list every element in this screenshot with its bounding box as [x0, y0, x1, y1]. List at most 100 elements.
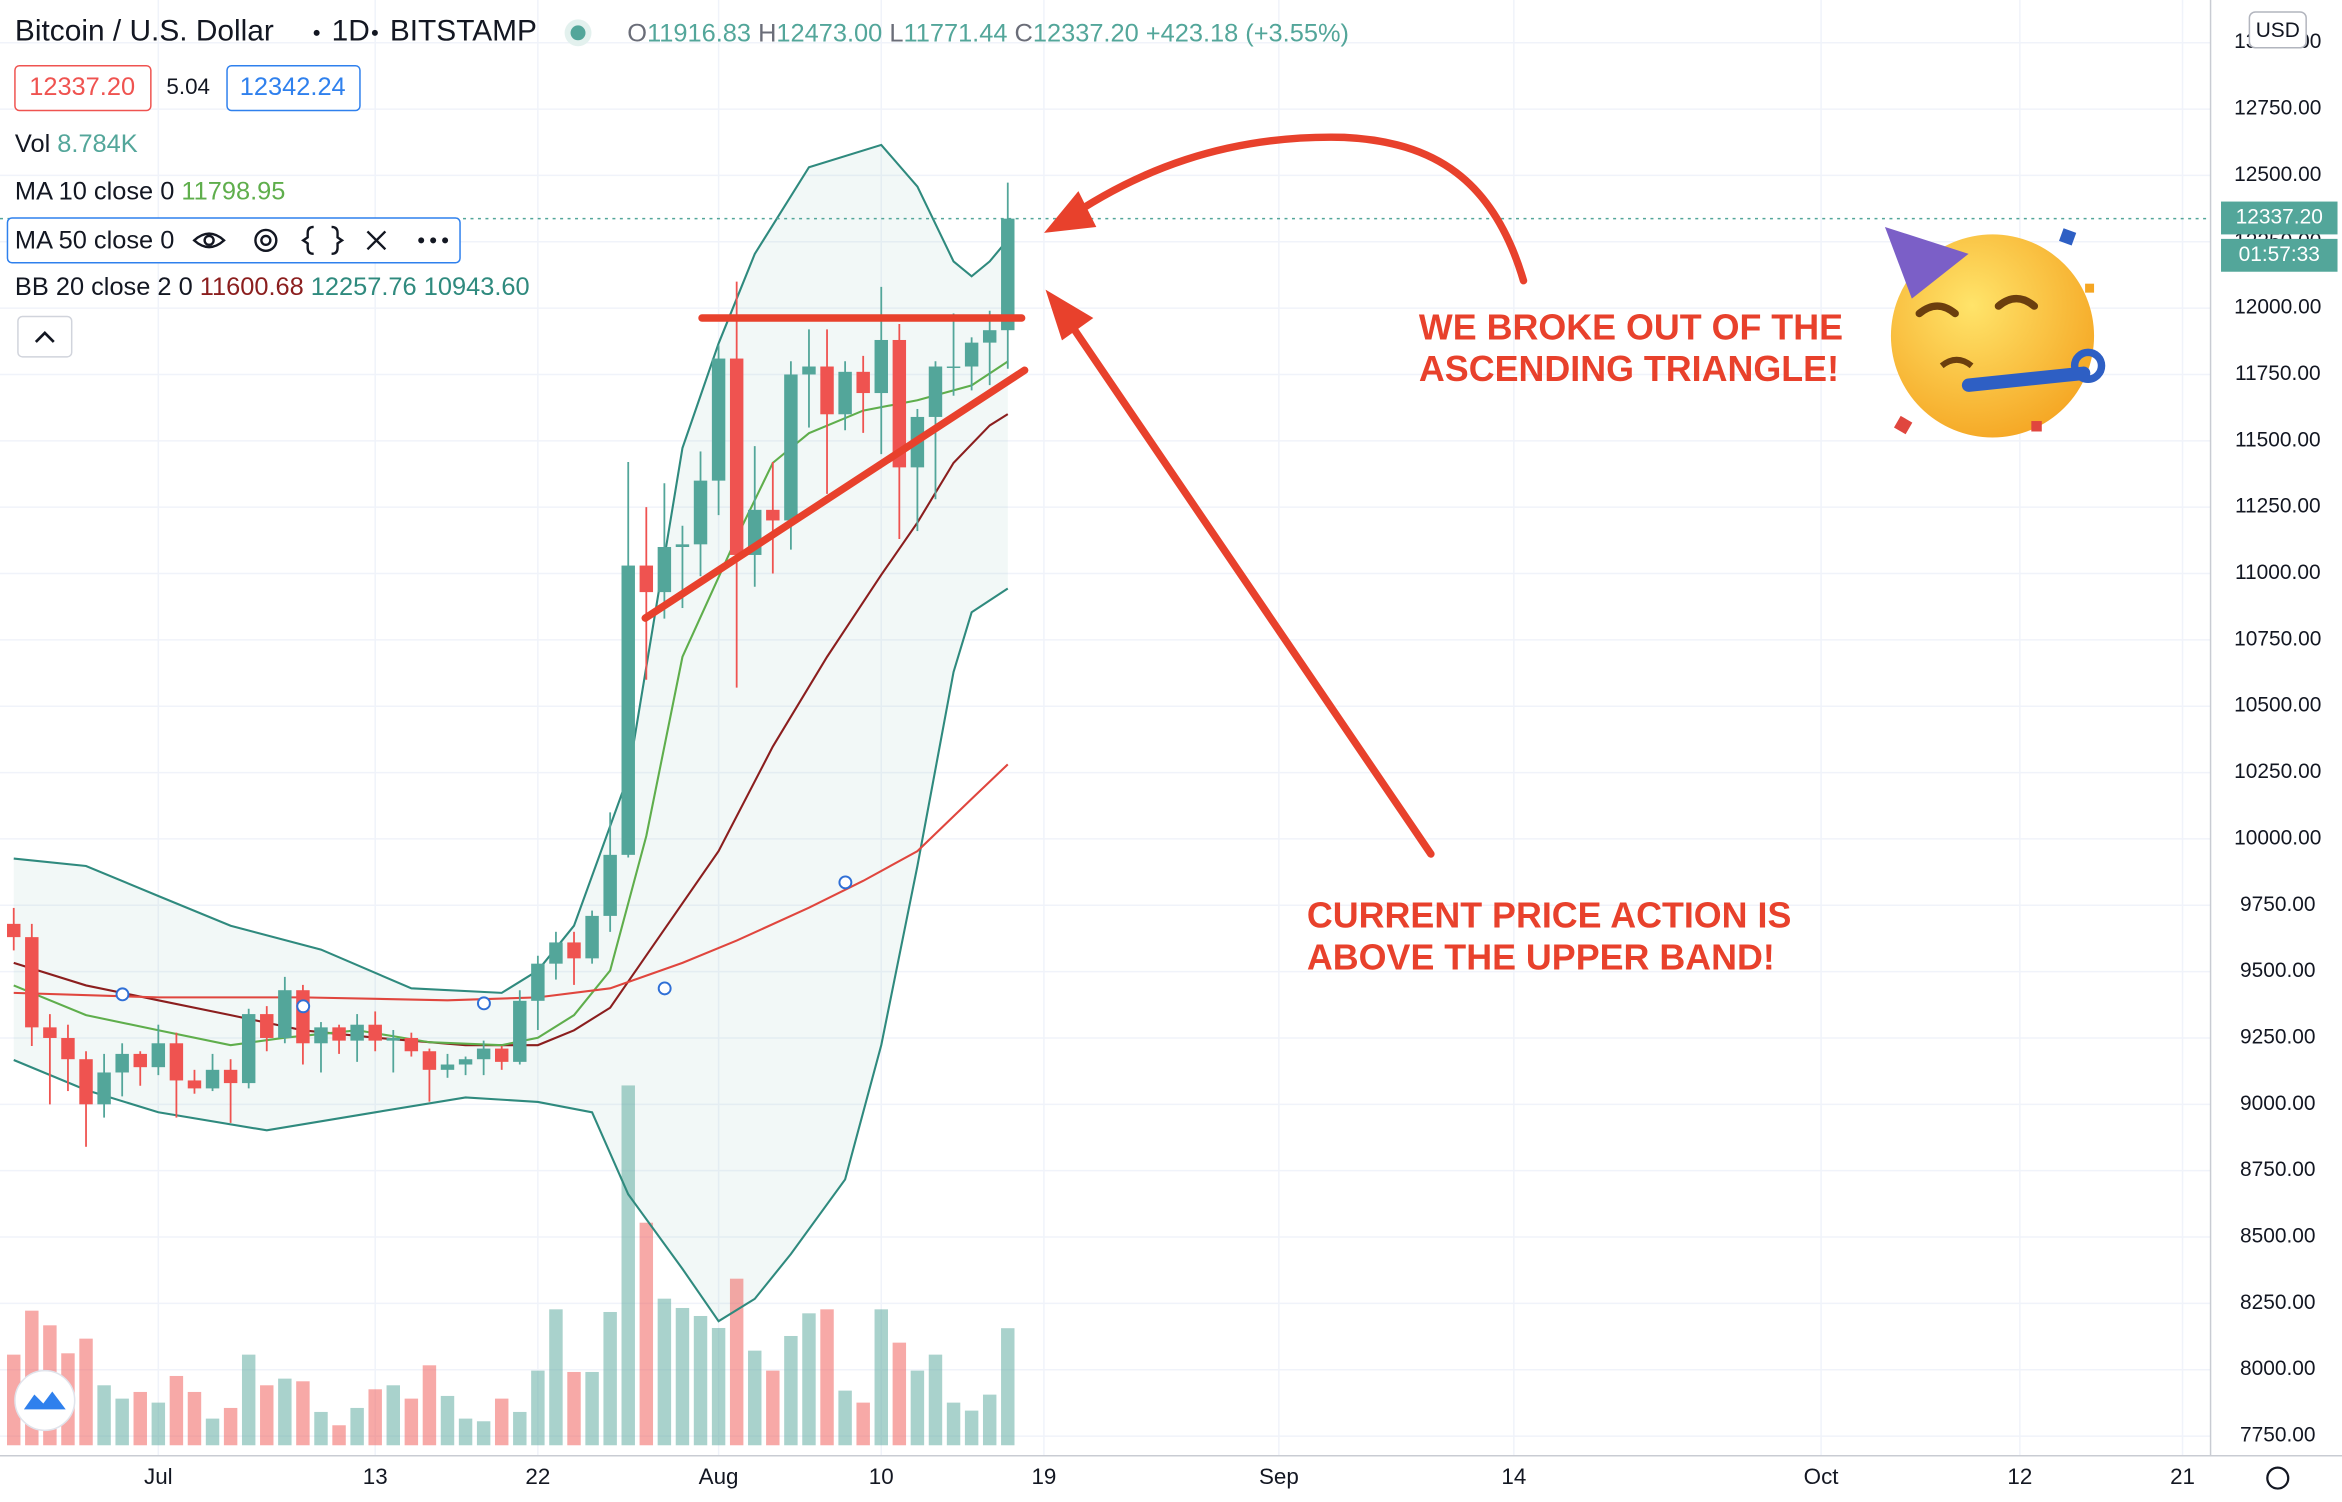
separator	[313, 29, 320, 36]
volume-bar	[241, 1354, 256, 1446]
x-tick-label: 14	[1501, 1464, 1526, 1489]
settings-button[interactable]	[2266, 1466, 2290, 1490]
volume-bar	[458, 1418, 473, 1446]
y-tick-label: 7750.00	[2240, 1424, 2316, 1447]
countdown: 01:57:33	[2239, 243, 2320, 266]
volume-bar	[531, 1370, 545, 1446]
candle-body	[729, 358, 744, 555]
indicator-name: MA 10 close 0	[15, 177, 174, 205]
last-price: 12337.20	[2236, 206, 2323, 229]
marker	[296, 999, 311, 1014]
y-tick-label: 10500.00	[2234, 694, 2321, 717]
buy-button[interactable]	[226, 64, 361, 112]
indicator-value: 8.784K	[57, 130, 138, 158]
eye-icon[interactable]	[192, 232, 226, 249]
y-tick-label: 9500.00	[2240, 959, 2316, 982]
y-tick-label: 12500.00	[2234, 163, 2321, 186]
volume-bar	[784, 1335, 798, 1446]
volume-bar	[964, 1410, 979, 1446]
candle-body	[43, 1027, 57, 1038]
volume-bar	[296, 1381, 310, 1446]
arrowhead	[1044, 191, 1097, 233]
annotation: WE BROKE OUT OF THE	[1419, 307, 1843, 347]
volume-bar	[332, 1425, 346, 1446]
candle-body	[386, 1037, 400, 1041]
candle-body	[350, 1024, 364, 1041]
candle-body	[133, 1053, 147, 1068]
candle-body	[820, 366, 834, 415]
marker	[838, 875, 853, 890]
volume-bar	[585, 1371, 599, 1446]
annotation: ASCENDING TRIANGLE!	[1419, 349, 1839, 389]
candle-body	[531, 963, 545, 1001]
volume-bar	[404, 1398, 419, 1446]
ohlc-letter: O	[627, 19, 647, 47]
countdown-badge	[2221, 238, 2338, 272]
currency-button[interactable]	[2248, 11, 2307, 49]
x-tick-label: Oct	[1804, 1464, 1840, 1489]
volume-bar	[260, 1385, 274, 1446]
candle-body	[476, 1048, 491, 1060]
volume-bar	[169, 1375, 184, 1446]
more-icon[interactable]	[418, 237, 449, 244]
candle-body	[7, 923, 21, 938]
volume-bar	[729, 1278, 744, 1446]
settings-icon[interactable]	[254, 228, 278, 253]
candle-body	[567, 942, 581, 959]
volume-bar	[639, 1222, 654, 1446]
volume-bar	[856, 1402, 870, 1446]
time-axis-panel	[0, 1455, 2342, 1502]
volume-bar	[910, 1370, 925, 1446]
candle-body	[422, 1051, 437, 1070]
candle-body	[61, 1037, 75, 1060]
indicator-name: Vol	[15, 130, 50, 158]
y-tick-label: 10750.00	[2234, 627, 2321, 650]
y-tick-label: 11000.00	[2235, 561, 2321, 584]
volume-bar	[513, 1411, 527, 1446]
candle-body	[368, 1024, 382, 1041]
separator	[371, 29, 378, 36]
volume-bar	[946, 1402, 961, 1446]
candle-body	[25, 937, 39, 1028]
candle-body	[404, 1037, 419, 1052]
volume-bar	[748, 1350, 762, 1446]
y-tick-label: 9000.00	[2240, 1092, 2316, 1115]
candle-body	[260, 1014, 274, 1038]
candle-body	[874, 339, 888, 394]
indicator-value: 12257.76	[311, 273, 417, 301]
exchange: BITSTAMP	[390, 15, 537, 48]
source-icon[interactable]	[301, 225, 345, 256]
collapse-button[interactable]	[17, 315, 73, 358]
eye-icon	[203, 234, 215, 247]
remove-icon[interactable]	[366, 230, 387, 251]
y-tick-label: 10000.00	[2234, 826, 2321, 849]
candle-body	[639, 565, 654, 593]
logo[interactable]	[14, 1369, 76, 1432]
volume-bar	[115, 1398, 129, 1446]
volume-bar	[549, 1309, 563, 1446]
sell-button[interactable]	[14, 64, 152, 112]
volume-bar	[928, 1354, 943, 1446]
indicator-bb: BB 20 close 2 0 11600.68 12257.76 10943.…	[15, 273, 530, 301]
volume-bar	[820, 1309, 834, 1446]
y-tick-label: 8500.00	[2240, 1225, 2316, 1248]
indicator-icons	[192, 225, 387, 256]
indicator-toolbar[interactable]	[6, 217, 461, 264]
volume-bar	[223, 1407, 238, 1446]
indicator-value: 11798.95	[181, 177, 285, 205]
candle-body	[838, 371, 852, 415]
volume-bar	[205, 1418, 220, 1446]
marker	[657, 981, 672, 996]
volume-bar	[79, 1338, 93, 1446]
candle-body	[205, 1069, 220, 1089]
y-tick-label: 8000.00	[2240, 1357, 2316, 1380]
support-line	[641, 366, 1029, 622]
y-tick-label: 9750.00	[2240, 893, 2316, 916]
candle-body	[802, 366, 816, 375]
ohlc: O11916.83 H12473.00 L11771.44 C12337.20 …	[627, 19, 1349, 47]
candle-body	[241, 1014, 256, 1084]
logo-mark	[23, 1391, 66, 1410]
candle-body	[766, 509, 780, 521]
candle-body	[1001, 218, 1015, 331]
